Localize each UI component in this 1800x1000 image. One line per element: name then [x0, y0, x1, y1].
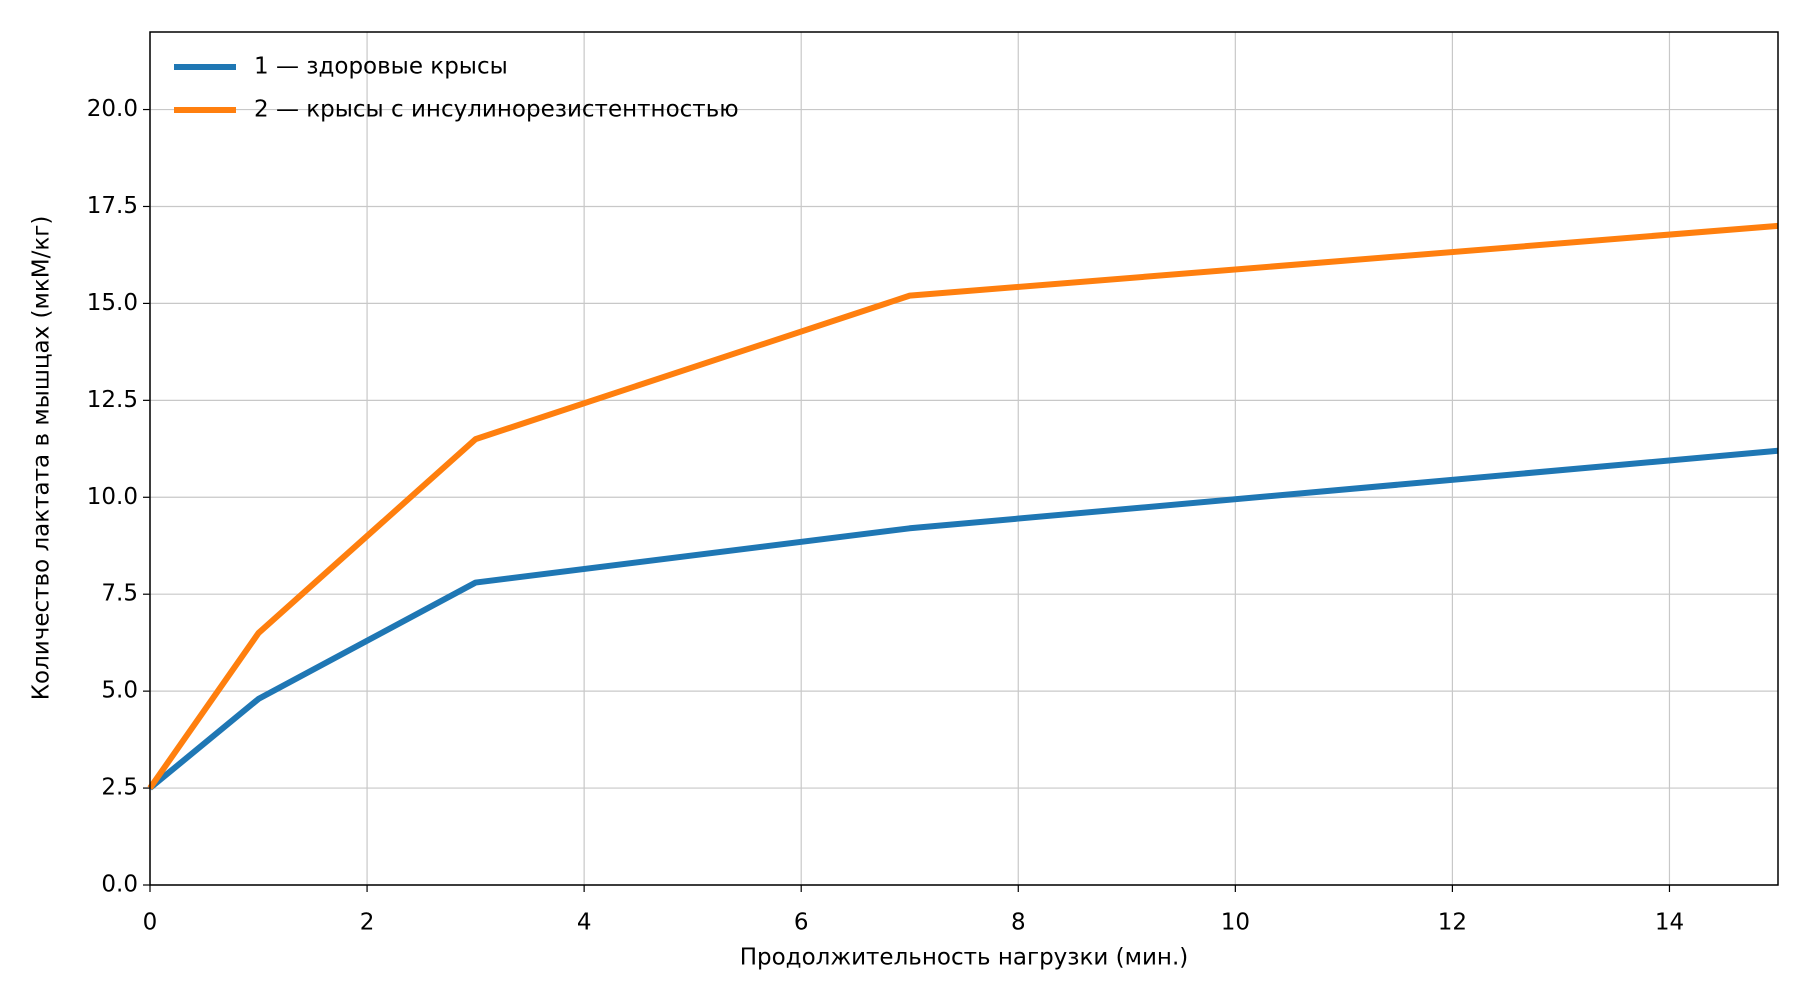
x-tick-label: 8: [1011, 910, 1026, 936]
x-axis-label: Продолжительность нагрузки (мин.): [740, 945, 1189, 971]
x-tick-label: 10: [1221, 910, 1250, 936]
x-tick-label: 4: [577, 910, 592, 936]
data-line: [147, 222, 1779, 790]
y-tick-label: 2.5: [101, 775, 138, 801]
legend-label: 2 — крысы с инсулинорезистентностью: [254, 97, 739, 123]
y-axis-label: Количество лактата в мышцах (мкМ/кг): [29, 216, 55, 701]
x-tick-label: 6: [794, 910, 809, 936]
y-tick-label: 12.5: [87, 387, 138, 413]
data-line: [148, 447, 1779, 791]
y-tick-label: 17.5: [87, 193, 138, 219]
y-tick-label: 20.0: [87, 96, 138, 122]
y-tick-label: 5.0: [101, 678, 138, 704]
x-tick-label: 2: [360, 910, 375, 936]
x-tick-label: 14: [1655, 910, 1684, 936]
y-tick-label: 15.0: [87, 290, 138, 316]
y-tick-label: 0.0: [101, 872, 138, 898]
x-tick-label: 0: [143, 910, 158, 936]
y-tick-label: 7.5: [101, 581, 138, 607]
legend-label: 1 — здоровые крысы: [254, 54, 508, 80]
x-tick-label: 12: [1438, 910, 1467, 936]
plot-frame: [149, 31, 1779, 886]
y-tick-label: 10.0: [87, 484, 138, 510]
